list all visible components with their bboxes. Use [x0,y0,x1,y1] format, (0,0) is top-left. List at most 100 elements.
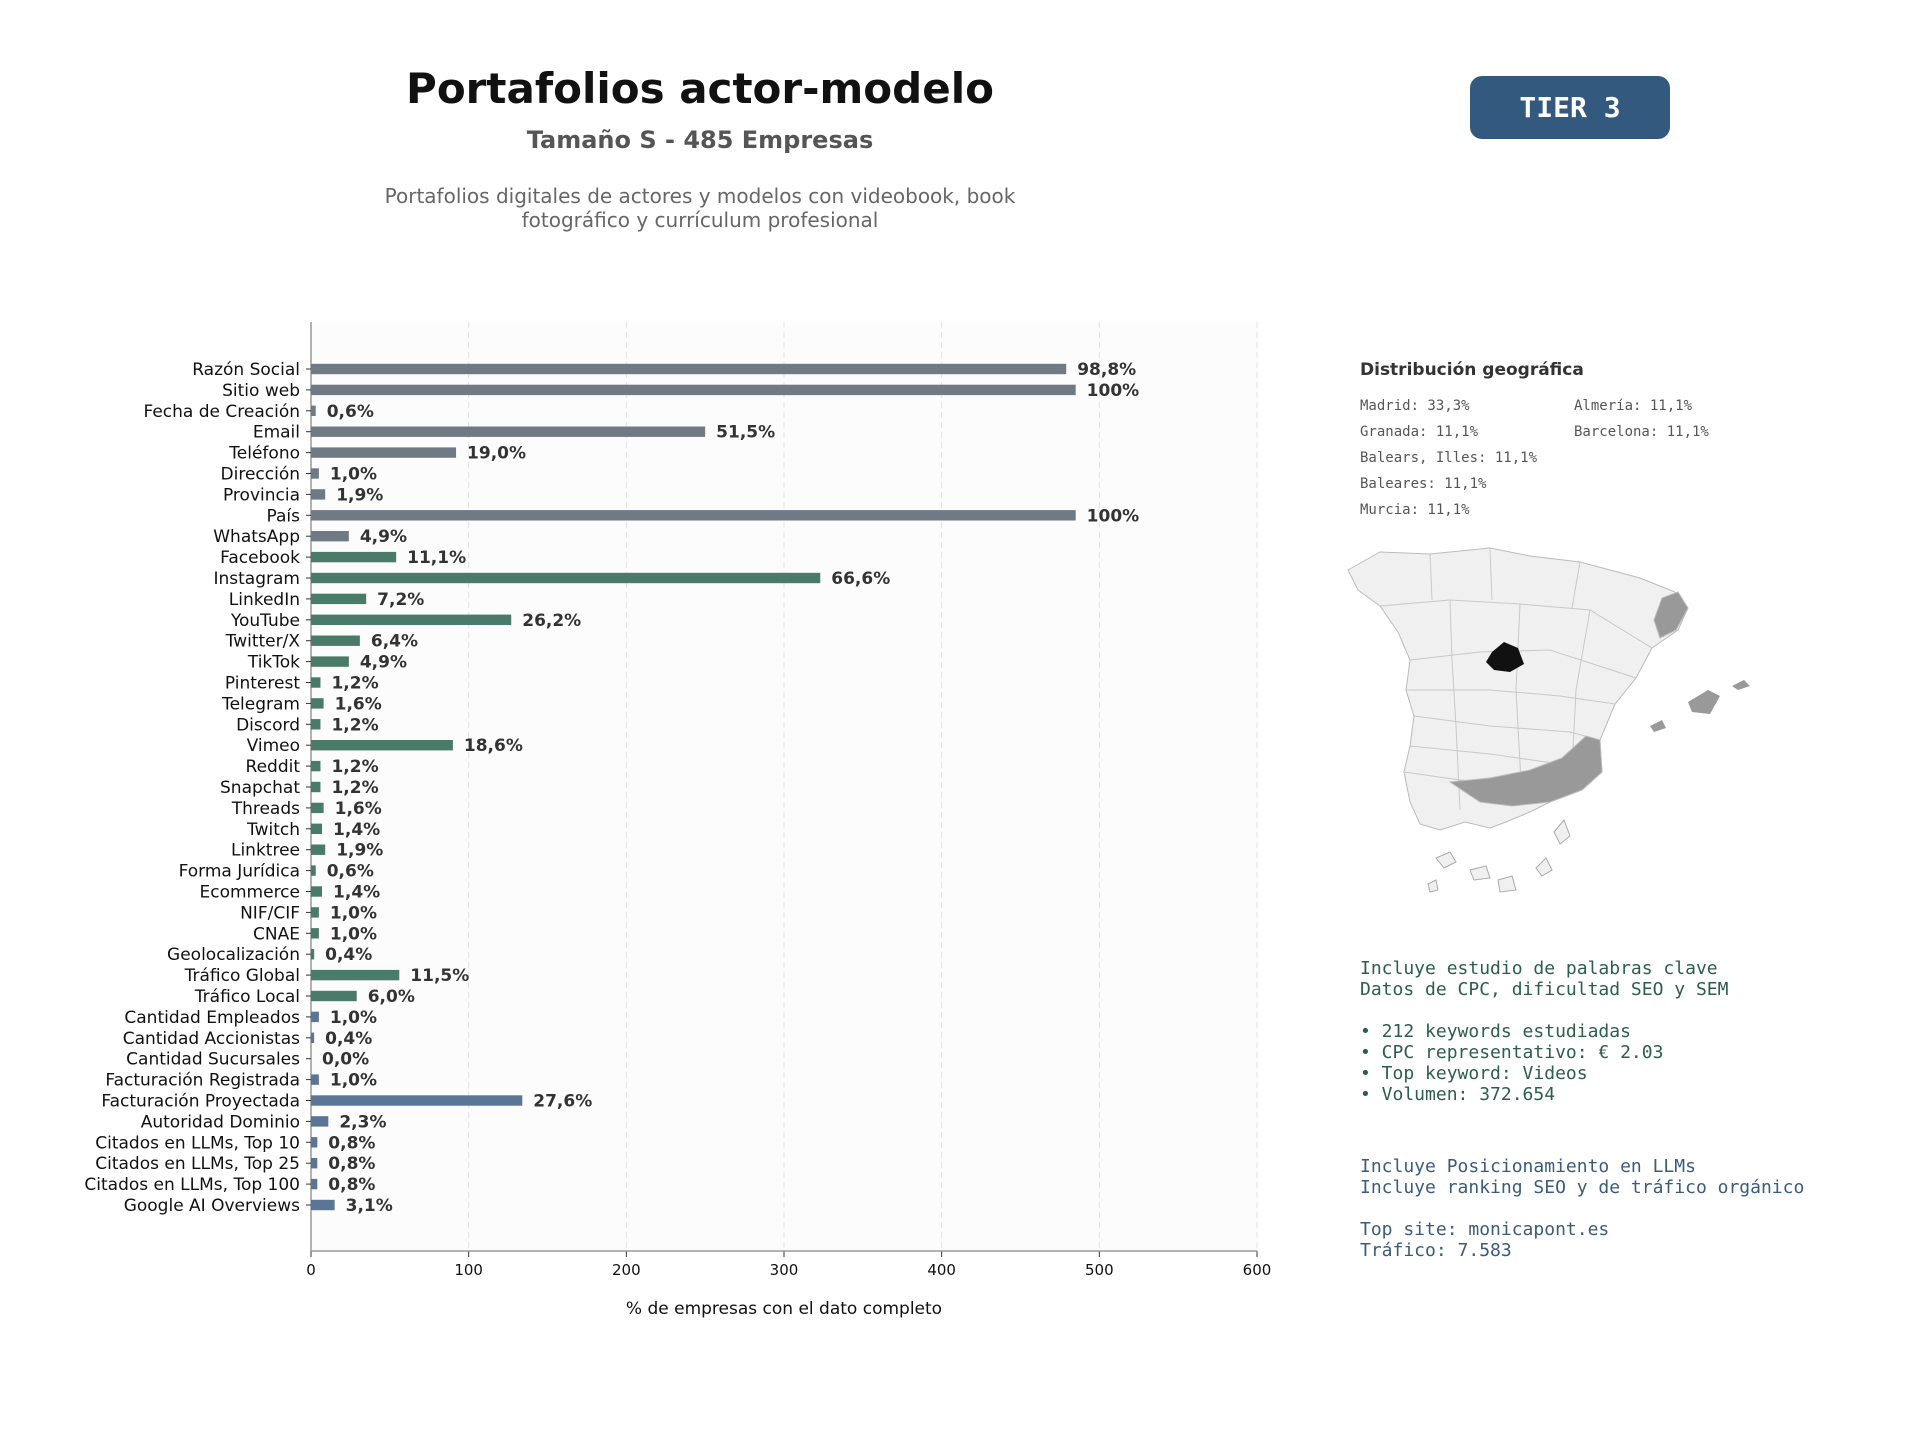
x-axis-title: % de empresas con el dato completo [626,1299,942,1319]
bar [311,865,316,876]
x-tick-label: 0 [306,1261,316,1279]
data-label: 6,0% [368,987,415,1007]
geo-item: Madrid: 33,3% [1360,398,1470,414]
geo-item: Murcia: 11,1% [1360,502,1470,518]
y-tick-label: Instagram [214,569,301,589]
data-label: 3,1% [346,1196,393,1216]
data-label: 1,4% [333,820,380,840]
x-tick-label: 600 [1243,1261,1272,1279]
bar [311,802,324,814]
data-label: 0,8% [328,1154,375,1174]
y-tick-label: Discord [236,715,300,735]
y-tick-label: Cantidad Empleados [124,1008,300,1028]
data-label: 11,1% [407,548,466,568]
bar [311,823,323,834]
bar [311,510,1076,521]
data-label: 11,5% [410,966,469,986]
data-label: 0,8% [328,1133,375,1153]
data-label: 4,9% [360,653,407,673]
y-tick-label: Tráfico Local [194,987,300,1007]
y-tick-label: Linktree [231,841,300,861]
x-tick-label: 200 [612,1261,641,1279]
y-tick-label: Telegram [221,694,300,714]
page-title: Portafolios actor-modelo [406,64,994,113]
bar [311,1011,319,1023]
bar [311,990,357,1002]
bar [311,1137,318,1148]
y-tick-label: Autoridad Dominio [141,1112,300,1132]
geo-item: Almería: 11,1% [1574,398,1693,414]
data-label: 1,2% [331,757,378,777]
data-label: 27,6% [533,1092,592,1112]
y-tick-label: Vimeo [247,736,300,756]
data-label: 26,2% [522,611,581,631]
geo-title: Distribución geográfica [1360,360,1584,380]
map-madrid [1486,642,1524,672]
y-tick-label: Reddit [246,757,301,777]
y-tick-label: YouTube [230,611,300,631]
bar [311,1199,335,1211]
data-label: 0,4% [325,1029,372,1049]
y-tick-label: Dirección [221,465,300,485]
page-subtitle: Tamaño S - 485 Empresas [526,126,874,154]
bar [311,719,321,730]
data-label: 1,0% [330,903,377,923]
data-label: 1,2% [331,778,378,798]
bar [311,740,453,751]
x-tick-label: 300 [770,1261,799,1279]
y-tick-label: Fecha de Creación [143,402,300,422]
bar [311,1116,329,1127]
bar [311,760,321,772]
bar-chart: 0 100 200 300 400 500 600 Razón Social 98,8% Siti… [84,322,1272,1319]
y-tick-label: Citados en LLMs, Top 100 [84,1175,300,1195]
description-line-1: Portafolios digitales de actores y model… [384,184,1016,208]
geo-item: Baleares: 11,1% [1360,476,1487,492]
data-label: 100% [1087,506,1140,526]
geo-item: Barcelona: 11,1% [1574,424,1709,440]
bar [311,363,1067,375]
bar [311,447,457,458]
tier-badge: TIER 3 [1470,76,1670,139]
bar [311,844,326,855]
data-label: 0,4% [325,945,372,965]
y-tick-label: Twitch [246,820,300,840]
spain-map [1347,547,1750,893]
bar [311,969,400,981]
data-label: 1,0% [330,465,377,485]
bar [311,886,323,897]
data-label: 1,2% [331,715,378,735]
y-tick-label: Pinterest [225,674,300,694]
y-tick-label: Tráfico Global [184,966,300,986]
y-tick-label: Cantidad Sucursales [126,1050,300,1070]
bar [311,635,360,646]
map-southeast [1448,735,1603,807]
page-description: Portafolios digitales de actores y model… [330,184,1070,232]
bar [311,468,319,479]
y-tick-label: Google AI Overviews [124,1196,300,1216]
data-label: 1,0% [330,924,377,944]
bar [311,656,349,667]
bar [311,593,367,605]
data-label: 0,0% [322,1050,369,1070]
y-tick-label: Facturación Proyectada [101,1092,300,1112]
bar [311,1095,523,1106]
bar [311,551,397,563]
map-menorca [1732,680,1750,690]
bar [311,949,315,960]
y-tick-label: Threads [231,799,300,819]
data-label: 100% [1087,381,1140,401]
data-label: 1,2% [331,674,378,694]
y-tick-label: País [267,506,301,526]
data-label: 98,8% [1077,360,1136,380]
bar [311,781,321,793]
geo-item: Granada: 11,1% [1360,424,1479,440]
y-tick-label: CNAE [253,924,300,944]
data-label: 4,9% [360,527,407,547]
map-ibiza [1650,720,1666,732]
bar [311,928,319,939]
bar [311,384,1076,396]
data-label: 0,8% [328,1175,375,1195]
bar [311,614,512,625]
bar [311,1158,318,1169]
bar [311,489,326,500]
